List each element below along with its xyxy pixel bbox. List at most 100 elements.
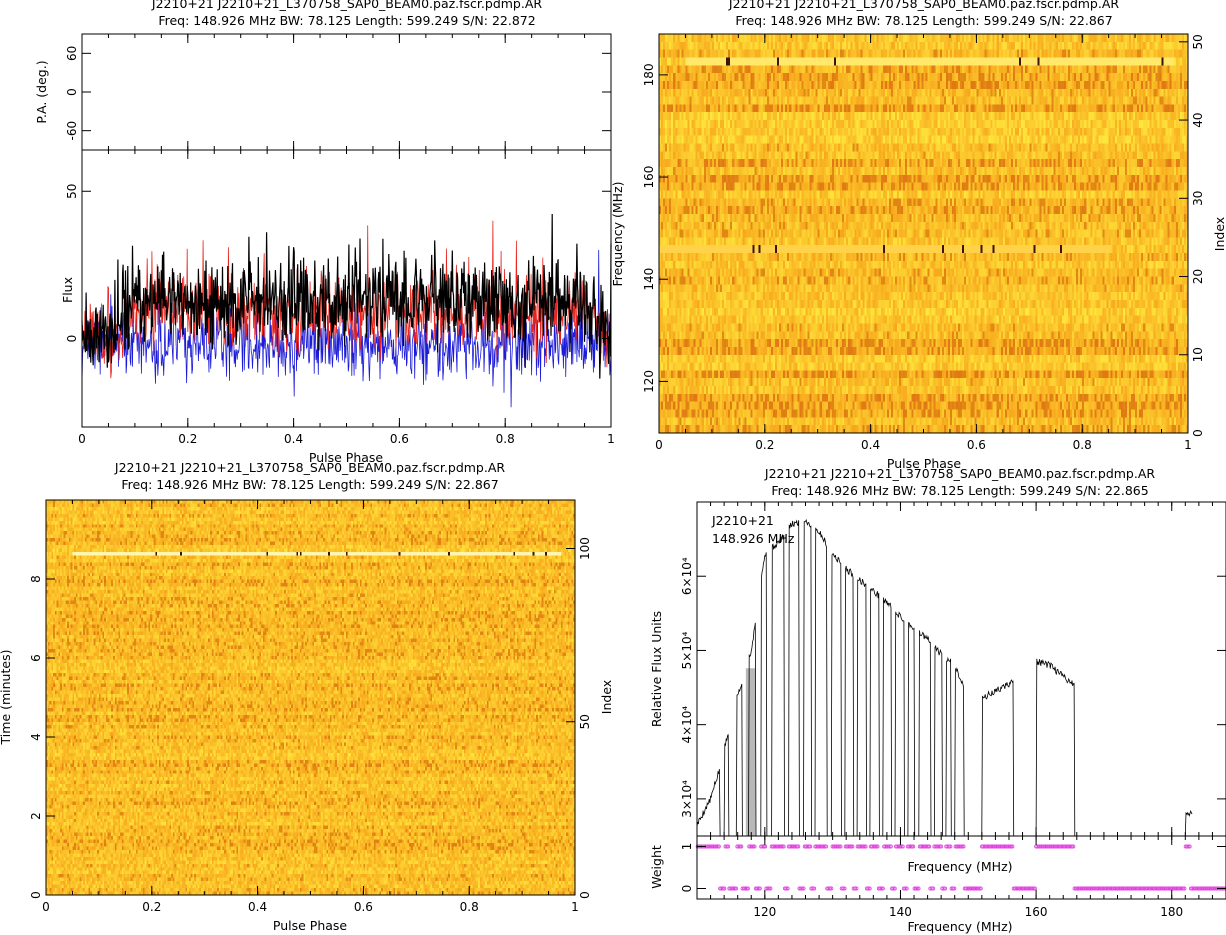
weight-point [920, 844, 925, 849]
weight-point [1128, 886, 1133, 891]
weight-point [857, 844, 862, 849]
weight-point [1023, 886, 1028, 891]
weight-point [1022, 886, 1027, 891]
weight-point [943, 886, 948, 891]
weight-point [1093, 886, 1098, 891]
weight-point [886, 844, 891, 849]
weight-point [1038, 844, 1043, 849]
bl-header-line2: Freq: 148.926 MHz BW: 78.125 Length: 599… [121, 477, 498, 492]
weight-point [1068, 844, 1073, 849]
weight-point [1192, 886, 1197, 891]
bandpass-ylabel: Relative Flux Units [649, 611, 664, 727]
weight-point [988, 844, 993, 849]
weight-point [1026, 886, 1031, 891]
weight-point [1114, 886, 1119, 891]
weight-point [1162, 886, 1167, 891]
weight-point [808, 844, 813, 849]
weight-point [830, 844, 835, 849]
weight-point [732, 886, 737, 891]
frequency-phase-heatmap [659, 34, 1188, 433]
weight-point [861, 844, 866, 849]
y-tick-label: 4×10⁴ [680, 706, 694, 744]
x-tick-label: 0.6 [390, 432, 409, 446]
weight-point [1079, 886, 1084, 891]
y-tick-label: 0 [680, 885, 694, 893]
weight-point [735, 844, 740, 849]
weight-point [1166, 886, 1171, 891]
weight-point [915, 886, 920, 891]
x-tick-label: 0.2 [178, 432, 197, 446]
weights-scatter: 0 1 120 140 160 180 [680, 836, 1226, 919]
tr-plot-frame [658, 33, 1189, 434]
weight-point [854, 886, 859, 891]
x-tick-label: 0.2 [142, 900, 161, 914]
x-tick-label: 0 [655, 438, 663, 452]
weight-point [1085, 886, 1090, 891]
weight-point [1159, 886, 1164, 891]
weight-point [1039, 844, 1044, 849]
weight-point [1060, 844, 1065, 849]
weight-point [813, 844, 818, 849]
weight-point [1104, 886, 1109, 891]
weight-point [859, 844, 864, 849]
weight-point [1109, 886, 1114, 891]
x-tick-label: 160 [1025, 905, 1048, 919]
weight-point [835, 844, 840, 849]
weight-point [968, 886, 973, 891]
weight-point [883, 844, 888, 849]
weight-point [1096, 886, 1101, 891]
weight-point [731, 886, 736, 891]
weight-point [936, 844, 941, 849]
weight-point [1035, 844, 1040, 849]
weight-point [1072, 886, 1077, 891]
bandpass-annotation-freq: 148.926 MHz [712, 531, 795, 546]
weight-point [1083, 886, 1088, 891]
weight-point [875, 844, 880, 849]
y-right-tick-label: 40 [1191, 112, 1205, 127]
weight-point [1056, 844, 1061, 849]
weight-point [767, 886, 772, 891]
bl-ylabel-right: Index [599, 680, 614, 714]
weight-point [1003, 844, 1008, 849]
weight-point [1186, 844, 1191, 849]
weight-point [1144, 886, 1149, 891]
weight-point [896, 844, 901, 849]
weight-point [892, 886, 897, 891]
weight-point [853, 886, 858, 891]
weight-point [931, 886, 936, 891]
weight-point [1133, 886, 1138, 891]
weight-point [1059, 844, 1064, 849]
y-tick-label: 0 [65, 88, 79, 96]
weight-point [1124, 886, 1129, 891]
weight-point [802, 844, 807, 849]
weight-point [714, 844, 719, 849]
weight-point [831, 844, 836, 849]
weight-point [1146, 886, 1151, 891]
weight-point [753, 886, 758, 891]
weight-point [993, 844, 998, 849]
weight-point [720, 886, 725, 891]
weight-point [870, 844, 875, 849]
y-right-tick-label: 50 [1191, 34, 1205, 49]
weight-point [998, 844, 1003, 849]
weight-point [995, 844, 1000, 849]
weight-point [1064, 844, 1069, 849]
x-tick-label: 1 [571, 900, 579, 914]
weight-point [929, 886, 934, 891]
panel-frequency-phase: J2210+21 J2210+21_L370758_SAP0_BEAM0.paz… [610, 0, 1226, 471]
weight-point [1194, 886, 1199, 891]
weight-point [842, 886, 847, 891]
weight-point [1173, 886, 1178, 891]
weight-point [1058, 844, 1063, 849]
br-axes: 3×10⁴ 4×10⁴ 5×10⁴ 6×10⁴ [680, 502, 1226, 836]
weight-point [985, 844, 990, 849]
weight-point [1174, 886, 1179, 891]
weight-point [970, 886, 975, 891]
weight-point [825, 886, 830, 891]
weight-point [1069, 844, 1074, 849]
tl-header-line2: Freq: 148.926 MHz BW: 78.125 Length: 599… [158, 13, 535, 28]
weight-point [1130, 886, 1135, 891]
weight-point [982, 844, 987, 849]
weight-point [1170, 886, 1175, 891]
weight-point [944, 844, 949, 849]
